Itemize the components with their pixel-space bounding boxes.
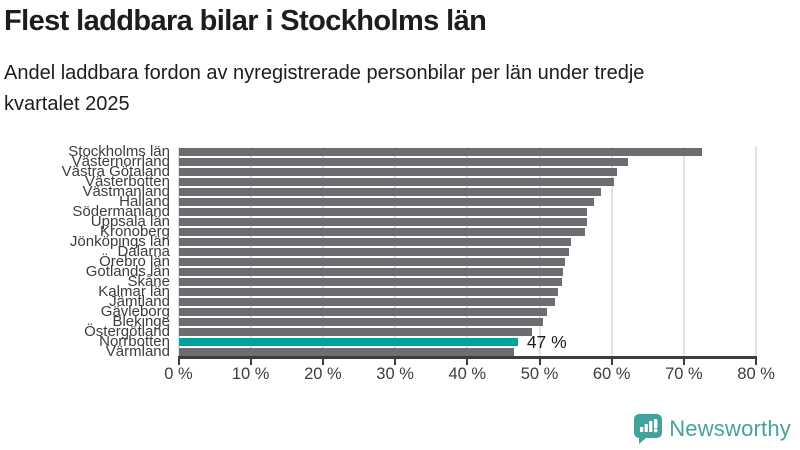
y-axis-label: Skåne xyxy=(127,273,170,290)
y-axis-label: Västerbotten xyxy=(84,173,170,190)
gridline xyxy=(610,147,613,356)
x-axis-tick xyxy=(466,359,469,365)
bar xyxy=(178,248,570,256)
x-axis-tick-label: 60 % xyxy=(592,365,631,383)
bar xyxy=(178,348,515,356)
y-axis-label: Örebro län xyxy=(99,253,170,270)
y-axis-label: Halland xyxy=(119,193,170,210)
bar xyxy=(178,288,559,296)
y-axis-label: Kalmar län xyxy=(98,283,170,300)
x-axis-tick xyxy=(249,359,252,365)
y-axis-label: Jämtland xyxy=(109,293,170,310)
y-axis-label: Gävleborg xyxy=(100,303,170,320)
bar xyxy=(178,218,588,226)
bar xyxy=(178,318,544,326)
y-axis-label: Dalarna xyxy=(117,243,170,260)
bar xyxy=(178,178,614,186)
x-axis-tick xyxy=(755,359,758,365)
y-axis-label: Gotlands län xyxy=(85,263,170,280)
x-axis-tick xyxy=(538,359,541,365)
x-axis-tick xyxy=(682,359,685,365)
bar xyxy=(178,328,533,336)
x-axis-tick-label: 10 % xyxy=(231,365,270,383)
x-axis-tick-label: 20 % xyxy=(304,365,342,383)
bar xyxy=(178,268,564,276)
bar xyxy=(178,148,702,156)
chart-title: Flest laddbara bilar i Stockholms län xyxy=(4,5,487,37)
bar xyxy=(178,298,555,306)
gridline xyxy=(755,147,758,356)
y-axis-label: Kronoberg xyxy=(99,223,170,240)
bar xyxy=(178,188,601,196)
y-axis-label: Jönköpings län xyxy=(69,233,170,250)
y-axis-label: Södermanland xyxy=(72,203,170,220)
x-axis-line xyxy=(177,356,758,359)
y-axis-label: Stockholms län xyxy=(68,143,170,160)
bar xyxy=(178,278,562,286)
x-axis-tick xyxy=(394,359,397,365)
bar xyxy=(178,238,571,246)
value-annotation: 47 % xyxy=(526,332,567,352)
gridline xyxy=(682,147,685,356)
bar xyxy=(178,208,588,216)
newsworthy-logo: Newsworthy xyxy=(634,414,791,444)
y-axis-label: Västra Götaland xyxy=(61,163,170,180)
y-axis-label: Östergötland xyxy=(84,323,170,340)
newsworthy-bubble-chart-icon xyxy=(634,414,663,444)
chart-subtitle: Andel laddbara fordon av nyregistrerade … xyxy=(4,62,645,115)
y-axis-label: Norrbotten xyxy=(99,333,170,350)
x-axis-tick-label: 80 % xyxy=(737,365,775,383)
bar xyxy=(178,308,548,316)
bar xyxy=(178,228,585,236)
x-axis-tick xyxy=(177,359,180,365)
x-axis-tick-label: 70 % xyxy=(665,365,703,383)
y-axis-label: Värmland xyxy=(105,343,170,360)
bar xyxy=(178,258,565,266)
bar xyxy=(178,168,618,176)
x-axis-tick-label: 40 % xyxy=(448,365,487,383)
y-axis-label: Västernorrland xyxy=(71,153,170,170)
x-axis-tick xyxy=(610,359,613,365)
bar-highlighted xyxy=(178,338,518,346)
x-axis-tick xyxy=(321,359,324,365)
newsworthy-logo-text: Newsworthy xyxy=(669,416,791,441)
y-axis-label: Blekinge xyxy=(112,313,170,330)
bar xyxy=(178,158,628,166)
y-axis-label: Västmanland xyxy=(82,183,170,200)
y-axis-label: Uppsala län xyxy=(90,213,170,230)
x-axis-tick-label: 50 % xyxy=(520,365,559,383)
bar xyxy=(178,198,594,206)
x-axis-tick-label: 0 % xyxy=(164,365,193,383)
x-axis-tick-label: 30 % xyxy=(376,365,414,383)
